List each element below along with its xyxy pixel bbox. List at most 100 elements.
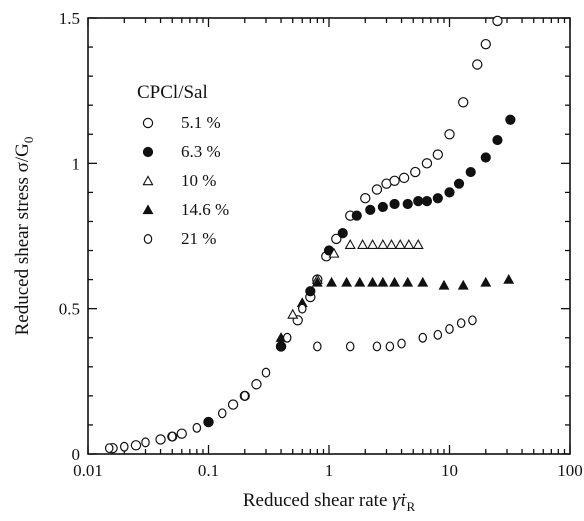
data-point: [287, 308, 299, 319]
data-point: [457, 279, 469, 290]
data-point: [410, 166, 421, 178]
data-point: [326, 276, 338, 287]
data-point: [432, 193, 443, 204]
data-point: [456, 318, 466, 329]
series-2: [167, 114, 516, 442]
data-point: [227, 399, 239, 410]
data-point: [421, 196, 433, 207]
x-tick-label: 10: [441, 461, 458, 480]
legend-marker: [142, 204, 154, 215]
data-point: [417, 276, 429, 287]
legend-marker: [142, 117, 154, 129]
series-4: [275, 273, 515, 342]
y-tick-label: 0: [72, 445, 81, 464]
data-point: [311, 276, 323, 287]
data-point: [403, 238, 415, 249]
data-point: [402, 276, 414, 287]
data-point: [367, 276, 379, 287]
axis-ticks: [87, 17, 571, 455]
data-point: [385, 238, 398, 249]
legend-entry: 5.1 %: [181, 113, 221, 132]
data-point: [480, 276, 492, 287]
data-point: [203, 416, 214, 428]
data-point: [385, 341, 395, 352]
data-point: [367, 238, 379, 249]
data-point: [130, 440, 142, 451]
data-point: [389, 175, 400, 186]
data-point: [372, 341, 382, 352]
data-point: [503, 273, 515, 284]
data-point: [453, 178, 465, 189]
legend-marker: [142, 175, 154, 186]
data-point: [344, 238, 356, 249]
data-point: [418, 332, 428, 343]
data-point: [492, 15, 503, 27]
data-point: [331, 233, 342, 245]
data-point: [444, 129, 455, 140]
legend-entry: 6.3 %: [181, 142, 221, 161]
y-tick-label: 0.5: [59, 300, 80, 319]
data-point: [394, 238, 406, 249]
data-point: [389, 198, 400, 210]
data-point: [192, 422, 202, 433]
data-point: [412, 238, 424, 249]
data-point: [365, 204, 376, 215]
data-point: [351, 210, 362, 221]
y-tick-label: 1.5: [59, 9, 80, 28]
data-point: [297, 303, 307, 314]
data-point: [480, 152, 491, 163]
x-axis-label: Reduced shear rate γ̇τR: [243, 490, 416, 514]
data-point: [389, 276, 401, 287]
x-tick-label: 0.01: [73, 461, 103, 480]
data-point: [505, 114, 516, 125]
y-axis-label: Reduced shear stress σ/G0: [12, 137, 36, 336]
data-point: [313, 341, 322, 352]
data-point: [421, 158, 433, 169]
data-point: [413, 196, 424, 207]
legend-marker: [142, 146, 154, 158]
data-point: [492, 134, 503, 146]
data-point: [432, 149, 444, 160]
data-point: [438, 279, 450, 290]
data-point: [472, 59, 483, 70]
data-point: [141, 437, 150, 448]
legend: CPCl/Sal 5.1 % 6.3 % 10 % 14.6 % 21 %: [137, 82, 229, 248]
series-3: [287, 238, 424, 319]
data-point: [371, 184, 383, 195]
data-point: [397, 338, 406, 349]
data-point: [377, 201, 388, 213]
legend-entry: 14.6 %: [181, 200, 229, 219]
data-point: [328, 247, 340, 258]
data-point: [377, 276, 389, 287]
data-point: [167, 431, 177, 442]
tick-labels: 0.01 0.1 1 10 100 0 0.5 1 1.5: [59, 9, 583, 480]
data-point: [104, 443, 114, 454]
data-point: [176, 428, 187, 439]
x-tick-label: 100: [557, 461, 583, 480]
data-point: [465, 166, 476, 178]
data-point: [341, 276, 353, 287]
data-point: [444, 187, 455, 198]
data-point: [402, 198, 413, 210]
data-point: [217, 408, 227, 419]
data-point: [377, 238, 389, 249]
data-point: [398, 172, 410, 184]
legend-marker: [143, 234, 153, 244]
data-point: [360, 193, 371, 204]
data-point: [119, 441, 129, 452]
data-points: [104, 15, 516, 454]
data-point: [251, 379, 262, 390]
data-point: [433, 329, 443, 340]
data-point: [337, 227, 348, 239]
data-point: [445, 324, 454, 334]
data-point: [468, 315, 477, 326]
data-point: [275, 341, 287, 352]
y-tick-label: 1: [72, 154, 81, 173]
data-point: [458, 97, 469, 108]
data-point: [354, 276, 366, 287]
data-point: [480, 38, 491, 50]
series-5: [104, 303, 477, 454]
x-tick-label: 1: [325, 461, 334, 480]
data-point: [345, 341, 355, 352]
